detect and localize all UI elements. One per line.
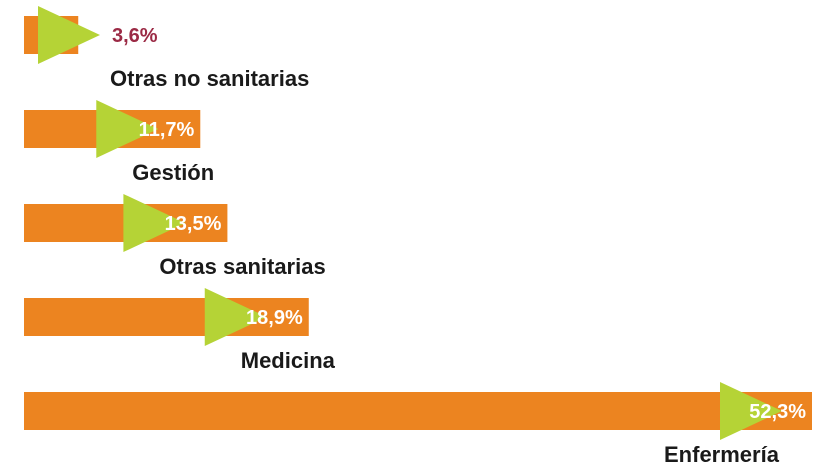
bar-enfermeria [24,392,812,430]
value-label-otras-sanitarias: 13,5% [165,213,222,235]
arrow-marker-gestion [96,100,159,158]
value-label-gestion: 11,7% [139,119,195,141]
category-label-medicina: Medicina [241,348,336,373]
value-label-medicina: 18,9% [246,307,303,329]
arrow-marker-otras-sanitarias [123,194,186,252]
arrow-marker-otras-no-sanitarias [38,6,100,64]
arrow-marker-enfermeria [720,382,782,440]
category-label-otras-sanitarias: Otras sanitarias [159,254,325,279]
value-label-otras-no-sanitarias: 3,6% [112,25,158,47]
category-label-otras-no-sanitarias: Otras no sanitarias [110,66,309,91]
arrow-marker-medicina [204,288,267,346]
value-label-enfermeria: 52,3% [749,401,806,423]
category-label-gestion: Gestión [132,160,214,185]
category-label-enfermeria: Enfermería [664,442,780,467]
